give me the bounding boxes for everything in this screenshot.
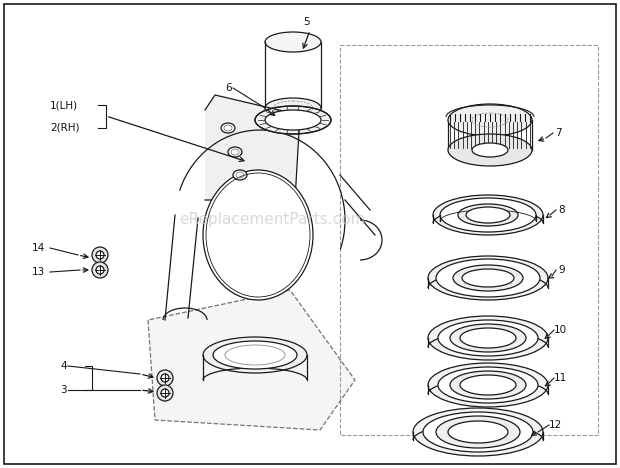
Ellipse shape (448, 104, 532, 136)
Ellipse shape (92, 247, 108, 263)
Ellipse shape (438, 320, 538, 356)
Text: 7: 7 (555, 128, 562, 138)
Text: 11: 11 (554, 373, 567, 383)
Ellipse shape (428, 256, 548, 300)
Text: 1(LH): 1(LH) (50, 100, 78, 110)
Ellipse shape (458, 204, 518, 226)
Text: 5: 5 (303, 17, 309, 27)
Ellipse shape (96, 266, 104, 274)
Ellipse shape (450, 371, 526, 399)
Ellipse shape (448, 134, 532, 166)
Ellipse shape (453, 265, 523, 291)
Ellipse shape (157, 370, 173, 386)
Ellipse shape (157, 385, 173, 401)
Ellipse shape (462, 269, 514, 287)
Ellipse shape (440, 198, 536, 232)
Ellipse shape (228, 147, 242, 157)
Ellipse shape (450, 324, 526, 352)
Ellipse shape (423, 412, 533, 452)
Ellipse shape (265, 32, 321, 52)
Polygon shape (205, 95, 300, 200)
Ellipse shape (161, 374, 169, 382)
Ellipse shape (265, 98, 321, 118)
Ellipse shape (213, 341, 297, 369)
Text: eReplacementParts.com: eReplacementParts.com (180, 212, 366, 227)
Text: 14: 14 (32, 243, 45, 253)
Text: 2(RH): 2(RH) (50, 123, 79, 133)
Ellipse shape (255, 106, 331, 134)
Text: 9: 9 (558, 265, 565, 275)
Text: 10: 10 (554, 325, 567, 335)
Ellipse shape (428, 363, 548, 407)
Text: 3: 3 (60, 385, 66, 395)
Bar (340, 45, 598, 435)
Text: 6: 6 (225, 83, 232, 93)
Ellipse shape (413, 408, 543, 456)
Ellipse shape (92, 262, 108, 278)
Polygon shape (148, 290, 355, 430)
Ellipse shape (428, 316, 548, 360)
Ellipse shape (436, 416, 520, 448)
Text: 4: 4 (60, 361, 66, 371)
Ellipse shape (233, 170, 247, 180)
Ellipse shape (221, 123, 235, 133)
Ellipse shape (203, 337, 307, 373)
Text: 13: 13 (32, 267, 45, 277)
Ellipse shape (161, 389, 169, 397)
Ellipse shape (203, 170, 313, 300)
Ellipse shape (448, 421, 508, 443)
Ellipse shape (433, 195, 543, 235)
Ellipse shape (265, 110, 321, 130)
Ellipse shape (460, 375, 516, 395)
Text: 12: 12 (549, 420, 562, 430)
Ellipse shape (96, 251, 104, 259)
Ellipse shape (436, 259, 540, 297)
Ellipse shape (438, 367, 538, 403)
Ellipse shape (472, 143, 508, 157)
Text: 8: 8 (558, 205, 565, 215)
Ellipse shape (460, 328, 516, 348)
Ellipse shape (466, 207, 510, 223)
